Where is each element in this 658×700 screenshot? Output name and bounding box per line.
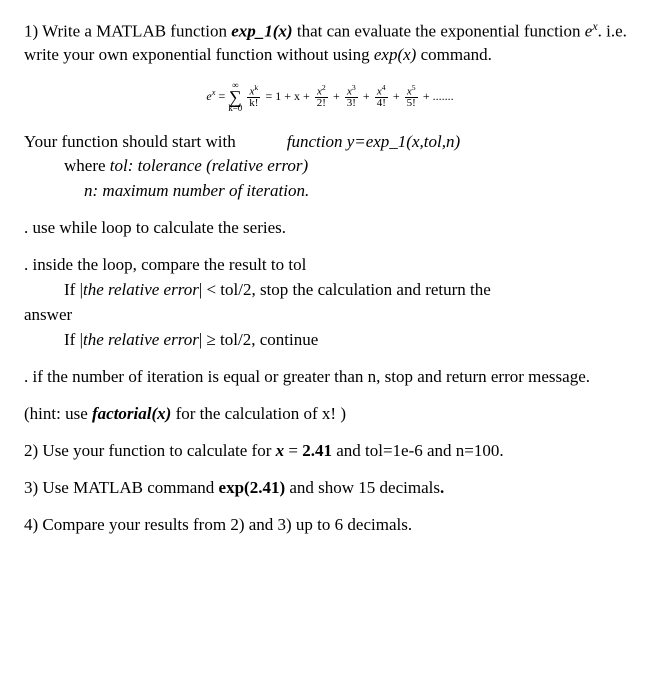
q1-lead: 1) Write a MATLAB function	[24, 22, 231, 41]
frac-k: xk k!	[247, 84, 260, 110]
q2-xval: =	[284, 441, 302, 460]
start-n: n: maximum number of iteration.	[84, 181, 309, 200]
q2-xnum: 2.41	[302, 441, 332, 460]
question-4: 4) Compare your results from 2) and 3) u…	[24, 514, 636, 537]
f-eq1: =	[215, 88, 228, 102]
q3-a: 3) Use MATLAB command	[24, 478, 219, 497]
hint-a: (hint: use	[24, 404, 92, 423]
frac-4: x44!	[375, 84, 388, 110]
hint: (hint: use factorial(x) for the calculat…	[24, 403, 636, 426]
b2-l2a: If |	[64, 280, 83, 299]
frac-5: x55!	[405, 84, 418, 110]
b2-l2b: the relative error	[83, 280, 199, 299]
q1-expx: exp(x)	[374, 45, 416, 64]
bullet-inside-loop: . inside the loop, compare the result to…	[24, 254, 636, 352]
sigma-sym: ∑	[228, 90, 242, 104]
q3-b: and show 15 decimals	[285, 478, 440, 497]
start-sig: function y=exp_1(x,tol,n)	[287, 132, 460, 151]
b2-l3: answer	[24, 304, 636, 327]
b2-l4b: the relative error	[83, 330, 199, 349]
question-1: 1) Write a MATLAB function exp_1(x) that…	[24, 18, 636, 67]
q3-cmd: exp(2.41)	[219, 478, 286, 497]
sigma-bot: k=0	[228, 104, 242, 113]
q1-after-fn: that can evaluate the exponential functi…	[293, 22, 585, 41]
f-mid: = 1 + x +	[265, 88, 312, 102]
b2-l1: . inside the loop, compare the result to…	[24, 254, 636, 277]
frac-2: x22!	[315, 84, 328, 110]
sigma: ∞ ∑ k=0	[228, 81, 242, 113]
bullet-max-iter: . if the number of iteration is equal or…	[24, 366, 636, 389]
start-a: Your function should start with	[24, 132, 236, 151]
q1-fn: exp_1(x)	[231, 22, 292, 41]
hint-b: factorial(x)	[92, 404, 171, 423]
fn-start-block: Your function should start with function…	[24, 131, 636, 204]
question-2: 2) Use your function to calculate for x …	[24, 440, 636, 463]
start-where: where	[64, 156, 106, 175]
hint-c: for the calculation of x! )	[171, 404, 346, 423]
b2-l2c: | < tol/2, stop the calculation and retu…	[199, 280, 491, 299]
b2-l4c: | ≥ tol/2, continue	[199, 330, 318, 349]
q3-dot: .	[440, 478, 444, 497]
start-tol: tol: tolerance (relative error)	[110, 156, 308, 175]
taylor-formula: ex = ∞ ∑ k=0 xk k! = 1 + x + x22! + x33!…	[24, 81, 636, 113]
frac-3: x33!	[345, 84, 358, 110]
q2-a: 2) Use your function to calculate for	[24, 441, 276, 460]
question-3: 3) Use MATLAB command exp(2.41) and show…	[24, 477, 636, 500]
bullet-while: . use while loop to calculate the series…	[24, 217, 636, 240]
q2-xlab: x	[276, 441, 285, 460]
q1-after-expx: command.	[416, 45, 492, 64]
q2-b: and tol=1e-6 and n=100.	[332, 441, 504, 460]
b2-l4a: If |	[64, 330, 83, 349]
f-dots: + .......	[423, 88, 454, 102]
